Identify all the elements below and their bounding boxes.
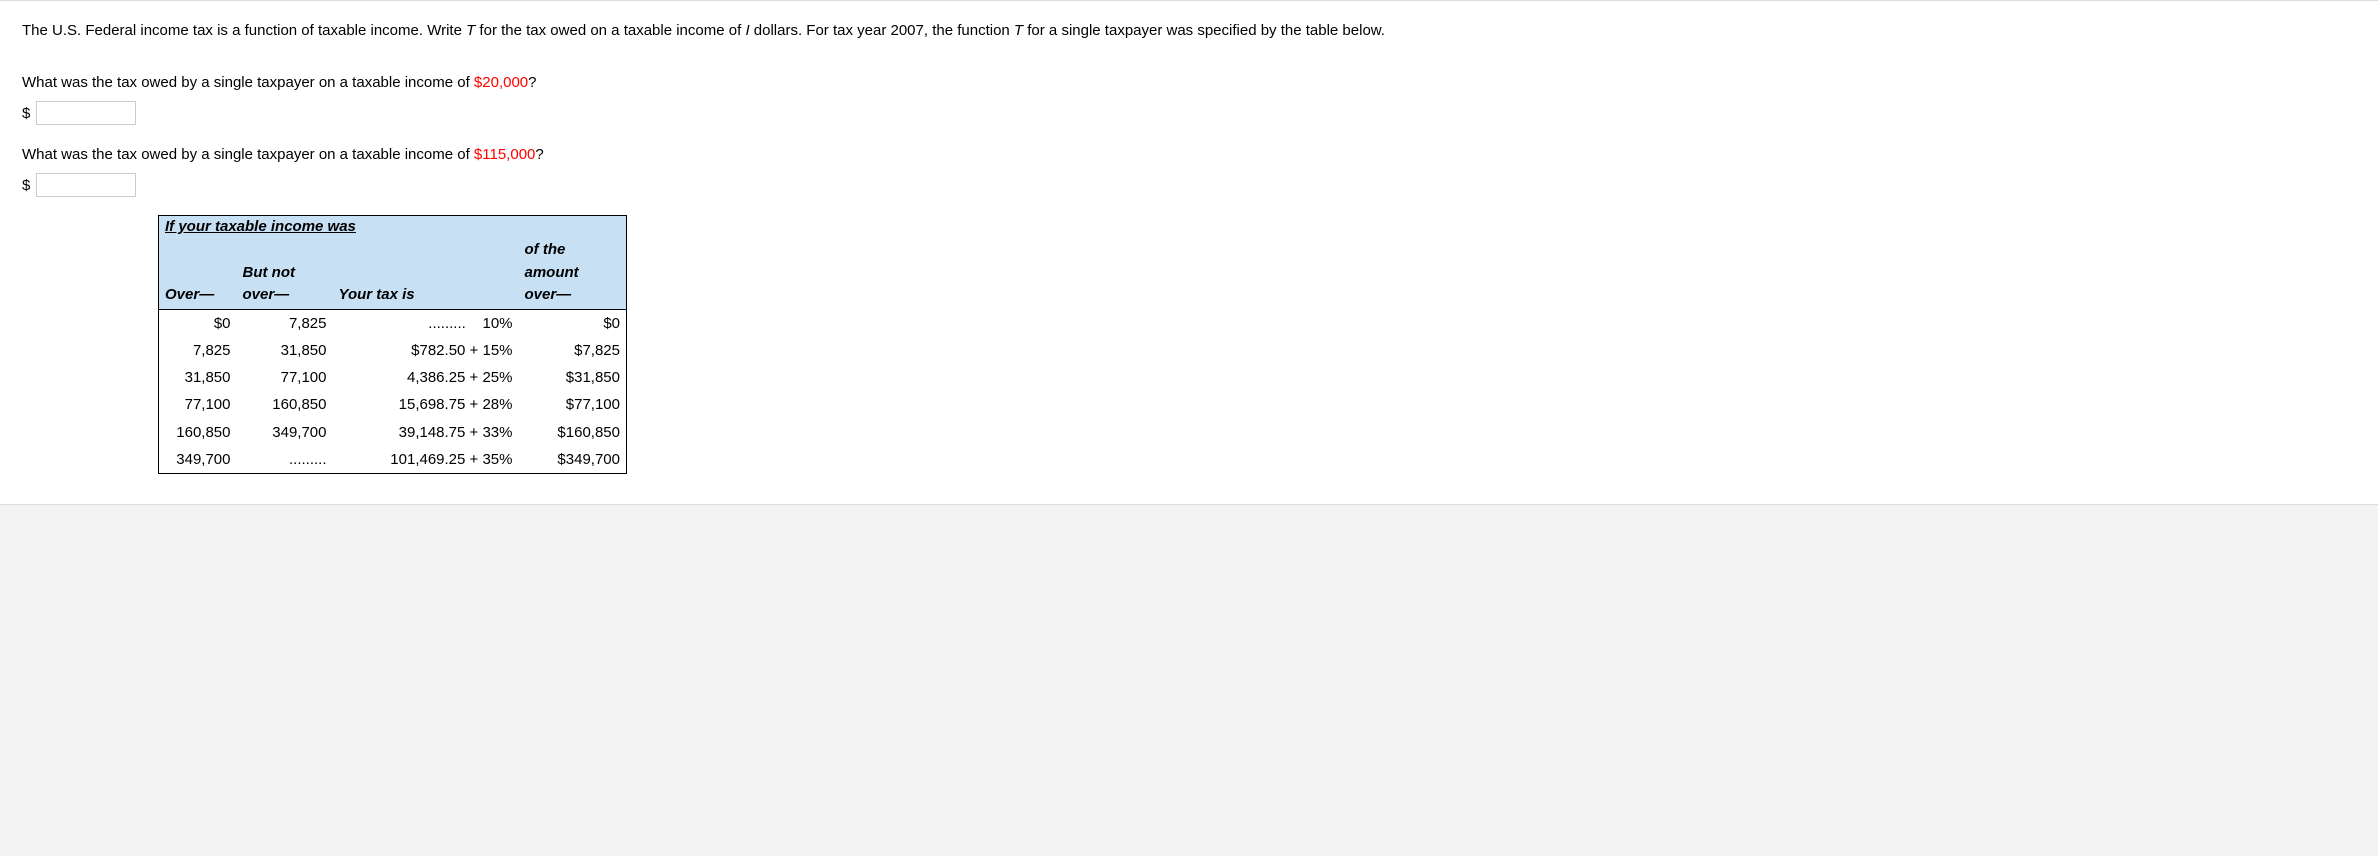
question-1: What was the tax owed by a single taxpay… xyxy=(22,71,2356,95)
table-row: $07,825......... 10%$0 xyxy=(159,309,627,337)
table-row: 31,85077,1004,386.25 + 25%$31,850 xyxy=(159,364,627,391)
cell-your-tax-is: 101,469.25 + 35% xyxy=(333,446,519,474)
cell-your-tax-is: ......... 10% xyxy=(333,309,519,337)
intro-text: The U.S. Federal income tax is a functio… xyxy=(22,19,2356,43)
cell-but-not-over: 77,100 xyxy=(237,364,333,391)
question-2: What was the tax owed by a single taxpay… xyxy=(22,143,2356,167)
answer-2-line: $ xyxy=(22,173,2356,197)
cell-your-tax-is: 4,386.25 + 25% xyxy=(333,364,519,391)
cell-but-not-over: 160,850 xyxy=(237,391,333,418)
cell-amount-over: $0 xyxy=(519,309,627,337)
cell-amount-over: $31,850 xyxy=(519,364,627,391)
cell-but-not-over: 31,850 xyxy=(237,337,333,364)
cell-amount-over: $160,850 xyxy=(519,419,627,446)
cell-over: 77,100 xyxy=(159,391,237,418)
question-1-amount: $20,000 xyxy=(474,74,528,91)
tax-table-wrap: If your taxable income was Over— But not… xyxy=(158,215,2356,474)
cell-amount-over: $77,100 xyxy=(519,391,627,418)
table-row: 77,100160,85015,698.75 + 28%$77,100 xyxy=(159,391,627,418)
cell-over: 349,700 xyxy=(159,446,237,474)
answer-1-line: $ xyxy=(22,101,2356,125)
answer-2-input[interactable] xyxy=(36,173,136,197)
table-row: 349,700.........101,469.25 + 35%$349,700 xyxy=(159,446,627,474)
dollar-sign-2: $ xyxy=(22,177,30,194)
question-1-suffix: ? xyxy=(528,74,536,91)
header-but-not-over: But notover— xyxy=(237,237,333,309)
question-2-amount: $115,000 xyxy=(474,146,535,163)
cell-your-tax-is: $782.50 + 15% xyxy=(333,337,519,364)
cell-over: 160,850 xyxy=(159,419,237,446)
header-your-tax-is: Your tax is xyxy=(333,237,519,309)
answer-1-input[interactable] xyxy=(36,101,136,125)
question-2-prefix: What was the tax owed by a single taxpay… xyxy=(22,146,474,163)
dollar-sign-1: $ xyxy=(22,105,30,122)
cell-but-not-over: ......... xyxy=(237,446,333,474)
cell-amount-over: $349,700 xyxy=(519,446,627,474)
cell-your-tax-is: 15,698.75 + 28% xyxy=(333,391,519,418)
table-row: 7,82531,850$782.50 + 15%$7,825 xyxy=(159,337,627,364)
cell-over: 31,850 xyxy=(159,364,237,391)
header-amount-over: of theamountover— xyxy=(519,237,627,309)
cell-amount-over: $7,825 xyxy=(519,337,627,364)
table-row: 160,850349,70039,148.75 + 33%$160,850 xyxy=(159,419,627,446)
header-over: Over— xyxy=(159,237,237,309)
table-title: If your taxable income was xyxy=(159,216,627,238)
cell-but-not-over: 349,700 xyxy=(237,419,333,446)
cell-over: $0 xyxy=(159,309,237,337)
tax-table: If your taxable income was Over— But not… xyxy=(158,215,627,474)
cell-but-not-over: 7,825 xyxy=(237,309,333,337)
problem-panel: The U.S. Federal income tax is a functio… xyxy=(0,0,2378,505)
cell-over: 7,825 xyxy=(159,337,237,364)
question-1-prefix: What was the tax owed by a single taxpay… xyxy=(22,74,474,91)
question-2-suffix: ? xyxy=(535,146,543,163)
cell-your-tax-is: 39,148.75 + 33% xyxy=(333,419,519,446)
